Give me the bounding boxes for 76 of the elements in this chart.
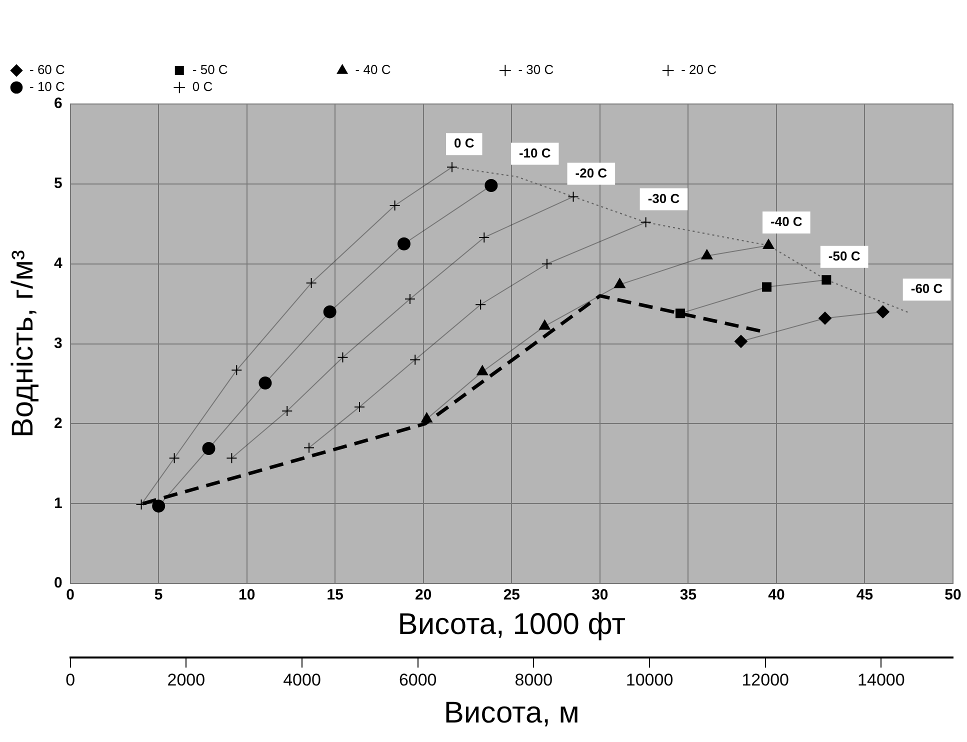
x-tick-label: 40 — [768, 586, 785, 604]
x-tick-label: 50 — [944, 586, 962, 604]
y-tick-label: 3 — [54, 334, 62, 352]
legend-label: 0 C — [192, 79, 317, 94]
point — [614, 278, 626, 288]
point — [323, 305, 336, 318]
annotation: 0 C — [454, 136, 475, 151]
point — [734, 334, 748, 348]
point — [410, 354, 421, 366]
x-tick-label: 10 — [238, 586, 256, 604]
legend-label: - 50 C — [192, 62, 332, 78]
x-tick-label: 30 — [592, 586, 608, 604]
point — [475, 299, 486, 310]
point — [136, 498, 147, 510]
point — [818, 312, 832, 325]
x2-tick-label: 8000 — [514, 670, 553, 690]
point — [304, 442, 315, 454]
y-tick-label: 2 — [54, 414, 62, 432]
x2-tick-label: 12000 — [742, 670, 789, 690]
point — [541, 258, 552, 270]
legend-label: - 30 C — [518, 62, 658, 78]
x2-tick-label: 10000 — [626, 670, 674, 690]
point — [676, 308, 685, 318]
x-tick-label: 5 — [154, 586, 163, 604]
point — [446, 162, 458, 173]
point — [226, 452, 238, 464]
x2-tick-label: 6000 — [398, 670, 437, 690]
annotation: -40 C — [770, 214, 803, 230]
x-tick-label: 45 — [856, 586, 874, 604]
legend-label: - 10 C — [30, 79, 169, 94]
y-tick-label: 1 — [54, 494, 62, 512]
point — [354, 401, 365, 412]
point — [231, 364, 242, 376]
annotation: -60 C — [910, 281, 944, 296]
point — [484, 179, 498, 192]
x-axis-title: Висота, 1000 фт — [398, 608, 626, 641]
point — [876, 305, 890, 318]
point — [202, 442, 216, 456]
annotation: -20 C — [575, 165, 608, 180]
legend-label: - 60 C — [30, 62, 169, 78]
legend-label: - 20 C — [681, 62, 821, 78]
x-tick-label: 20 — [415, 586, 432, 604]
annotation: -30 C — [648, 190, 680, 206]
point — [568, 191, 579, 202]
x2-tick-label: 4000 — [283, 670, 321, 690]
x-tick-label: 35 — [680, 586, 697, 604]
point — [152, 500, 166, 513]
y-tick-label: 4 — [54, 255, 63, 272]
x-tick-label: 25 — [503, 586, 520, 604]
point — [389, 200, 400, 212]
point — [538, 320, 550, 330]
y-tick-label: 5 — [54, 175, 62, 192]
annotation: -10 C — [518, 145, 552, 160]
x2-axis-title: Висота, м — [444, 696, 580, 730]
point — [822, 275, 832, 285]
y-tick-label: 0 — [54, 574, 62, 592]
point — [404, 294, 416, 305]
point — [168, 452, 180, 464]
point — [397, 237, 410, 250]
x2-tick-label: 14000 — [858, 670, 905, 690]
point — [306, 278, 317, 289]
point — [476, 365, 488, 376]
y-axis-title: Водність, г/м³ — [6, 250, 40, 438]
point — [258, 376, 272, 390]
x-tick-label: 0 — [66, 586, 75, 604]
x2-tick-label: 2000 — [167, 670, 206, 690]
point — [478, 232, 490, 243]
point — [337, 352, 348, 363]
legend-label: - 40 C — [355, 62, 495, 78]
point — [640, 216, 652, 228]
point — [282, 405, 293, 416]
point — [762, 282, 772, 292]
x-tick-label: 15 — [326, 586, 344, 604]
annotation: -50 C — [828, 248, 861, 264]
line-series — [451, 166, 910, 314]
y-tick-label: 6 — [54, 95, 62, 112]
